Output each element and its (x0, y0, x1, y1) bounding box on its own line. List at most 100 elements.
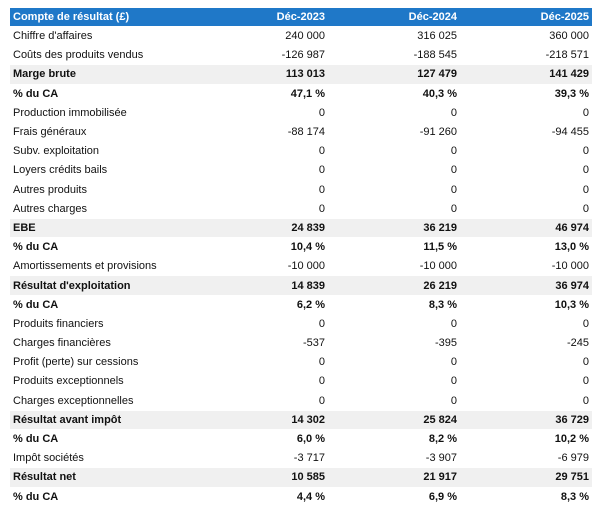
row-label: Résultat d'exploitation (10, 275, 198, 296)
row-label: % du CA (10, 429, 198, 450)
value-cell: -126 987 (198, 45, 328, 66)
row-label: % du CA (10, 84, 198, 104)
row-label: Amortissements et provisions (10, 256, 198, 277)
row-label: Produits exceptionnels (10, 371, 198, 392)
value-cell: 0 (460, 391, 592, 411)
value-cell: 127 479 (328, 64, 460, 85)
value-cell: 11,5 % (328, 237, 460, 258)
value-cell: 0 (198, 141, 328, 162)
value-cell: 46 974 (460, 218, 592, 239)
table-row: Coûts des produits vendus -126 987 -188 54… (10, 45, 592, 66)
row-label: Autres produits (10, 180, 198, 200)
table-row: Chiffre d'affaires 240 000 316 025 360 000 (10, 26, 592, 47)
value-cell: 0 (198, 180, 328, 200)
value-cell: 14 302 (198, 410, 328, 430)
table-row: Frais généraux -88 174 -91 260 -94 455 (10, 122, 592, 143)
row-label: Charges financières (10, 333, 198, 354)
value-cell: 6,2 % (198, 295, 328, 315)
value-cell: 0 (460, 180, 592, 200)
table-row: Résultat net 10 585 21 917 29 751 (10, 467, 592, 488)
table-row: Produits exceptionnels 0 0 0 (10, 371, 592, 392)
value-cell: 0 (328, 199, 460, 219)
row-label: Autres charges (10, 199, 198, 219)
value-cell: 141 429 (460, 64, 592, 85)
row-label: Chiffre d'affaires (10, 26, 198, 47)
value-cell: -6 979 (460, 448, 592, 469)
table-row: % du CA 6,2 % 8,3 % 10,3 % (10, 295, 592, 315)
row-label: Produits financiers (10, 314, 198, 335)
table-row: % du CA 10,4 % 11,5 % 13,0 % (10, 237, 592, 258)
value-cell: 0 (328, 103, 460, 123)
value-cell: 36 219 (328, 218, 460, 239)
value-cell: 40,3 % (328, 84, 460, 104)
row-label: Frais généraux (10, 122, 198, 143)
value-cell: 0 (460, 199, 592, 219)
value-cell: -245 (460, 333, 592, 354)
value-cell: 6,0 % (198, 429, 328, 450)
value-cell: 240 000 (198, 26, 328, 47)
row-label: Résultat avant impôt (10, 410, 198, 430)
row-label: Résultat net (10, 467, 198, 488)
table-row: Résultat d'exploitation 14 839 26 219 36 97… (10, 275, 592, 296)
value-cell: 36 974 (460, 275, 592, 296)
value-cell: -537 (198, 333, 328, 354)
value-cell: -188 545 (328, 45, 460, 66)
header-row: Compte de résultat (£) Déc-2023 Déc-2024… (10, 8, 592, 27)
table-row: Résultat avant impôt 14 302 25 824 36 729 (10, 410, 592, 430)
value-cell: 113 013 (198, 64, 328, 85)
value-cell: 0 (460, 314, 592, 335)
value-cell: -10 000 (198, 256, 328, 277)
row-label: % du CA (10, 295, 198, 315)
value-cell: 36 729 (460, 410, 592, 430)
header-cell: Déc-2025 (460, 8, 592, 27)
value-cell: 0 (328, 352, 460, 373)
value-cell: 0 (460, 352, 592, 373)
value-cell: 0 (460, 160, 592, 181)
table-body: Chiffre d'affaires 240 000 316 025 360 000 C… (10, 26, 592, 507)
value-cell: 0 (198, 199, 328, 219)
value-cell: 0 (328, 314, 460, 335)
row-label: Marge brute (10, 64, 198, 85)
value-cell: 10 585 (198, 467, 328, 488)
value-cell: 0 (328, 391, 460, 411)
table-row: Charges exceptionnelles 0 0 0 (10, 391, 592, 411)
value-cell: 0 (198, 352, 328, 373)
value-cell: 0 (328, 160, 460, 181)
row-label: EBE (10, 218, 198, 239)
value-cell: 39,3 % (460, 84, 592, 104)
value-cell: 0 (328, 180, 460, 200)
value-cell: 0 (460, 371, 592, 392)
value-cell: 8,3 % (328, 295, 460, 315)
value-cell: 0 (198, 371, 328, 392)
value-cell: -395 (328, 333, 460, 354)
row-label: Charges exceptionnelles (10, 391, 198, 411)
value-cell: 0 (460, 141, 592, 162)
table-row: Charges financières -537 -395 -245 (10, 333, 592, 354)
value-cell: -88 174 (198, 122, 328, 143)
table-row: EBE 24 839 36 219 46 974 (10, 218, 592, 239)
row-label: Impôt sociétés (10, 448, 198, 469)
income-statement: Compte de résultat (£) Déc-2023 Déc-2024… (10, 8, 592, 507)
value-cell: 47,1 % (198, 84, 328, 104)
value-cell: 21 917 (328, 467, 460, 488)
table-row: Autres produits 0 0 0 (10, 180, 592, 200)
value-cell: 0 (198, 391, 328, 411)
table-row: % du CA 6,0 % 8,2 % 10,2 % (10, 429, 592, 450)
value-cell: 24 839 (198, 218, 328, 239)
table-row: Profit (perte) sur cessions 0 0 0 (10, 352, 592, 373)
row-label: Production immobilisée (10, 103, 198, 123)
value-cell: 26 219 (328, 275, 460, 296)
table-header: Compte de résultat (£) Déc-2023 Déc-2024… (10, 8, 592, 27)
table-row: Amortissements et provisions -10 000 -10 0… (10, 256, 592, 277)
value-cell: 29 751 (460, 467, 592, 488)
value-cell: -94 455 (460, 122, 592, 143)
value-cell: -10 000 (460, 256, 592, 277)
table-row: Autres charges 0 0 0 (10, 199, 592, 219)
header-cell: Déc-2023 (198, 8, 328, 27)
value-cell: 13,0 % (460, 237, 592, 258)
page-body: Compte de résultat (£) Déc-2023 Déc-2024… (10, 8, 592, 507)
header-cell: Compte de résultat (£) (10, 8, 198, 27)
row-label: % du CA (10, 237, 198, 258)
value-cell: 10,4 % (198, 237, 328, 258)
row-label: Coûts des produits vendus (10, 45, 198, 66)
